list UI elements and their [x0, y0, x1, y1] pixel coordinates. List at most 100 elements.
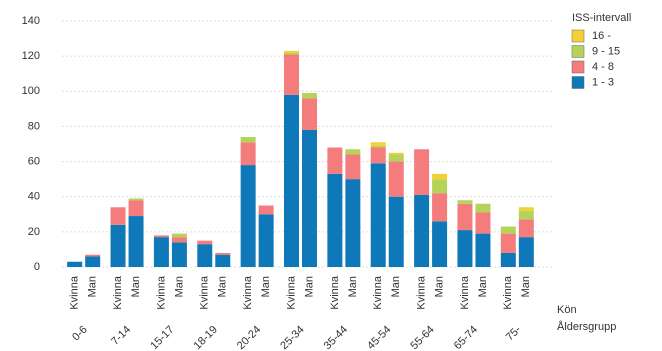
- x-tick-label: Kvinna: [329, 275, 341, 310]
- legend-swatch: [571, 60, 585, 74]
- group-label: 65-74: [452, 324, 480, 351]
- bar-segment: [284, 52, 299, 55]
- bar-segment: [500, 226, 516, 234]
- legend-title: ISS-intervall: [572, 12, 631, 24]
- legend-label: 4 - 8: [592, 61, 614, 73]
- bar-segment: [345, 179, 361, 267]
- bar-segment: [128, 216, 144, 267]
- bar-segment: [128, 200, 144, 217]
- bar-segment: [284, 94, 299, 267]
- bar-segment: [85, 256, 101, 267]
- bar-segment: [284, 54, 299, 95]
- bar-segment: [432, 179, 448, 194]
- bar-segment: [500, 252, 516, 267]
- x-tick-label: Man: [130, 276, 142, 297]
- bar-segment: [432, 173, 448, 180]
- x-tick-label: Man: [303, 276, 315, 297]
- group-label: 75-: [504, 323, 524, 343]
- y-tick-label: 100: [22, 85, 40, 97]
- bar-segment: [67, 261, 83, 267]
- bar-segment: [432, 193, 448, 222]
- bar-segment: [327, 173, 343, 267]
- legend-swatch: [571, 45, 585, 58]
- y-tick-label: 40: [28, 191, 40, 203]
- bar-segment: [370, 147, 386, 164]
- bar-segment: [171, 242, 187, 267]
- bar-segment: [128, 198, 144, 201]
- x-tick-label: Kvinna: [372, 275, 384, 310]
- x-tick-label: Man: [347, 276, 359, 297]
- bar-segment: [370, 163, 386, 267]
- bar-segment: [457, 200, 473, 204]
- bar-segment: [153, 237, 169, 267]
- bar-segment: [197, 244, 213, 267]
- bar-segment: [110, 224, 126, 267]
- bar-segment: [327, 147, 343, 174]
- bar-segment: [432, 221, 448, 267]
- bar-segment: [414, 149, 430, 195]
- bar-segment: [240, 142, 256, 166]
- x-tick-label: Man: [477, 276, 489, 297]
- bar-segment: [215, 254, 231, 267]
- legend-label: 1 - 3: [592, 76, 614, 88]
- group-label: 45-54: [365, 324, 393, 351]
- bar-segment: [302, 93, 317, 99]
- y-tick-label: 0: [34, 261, 40, 273]
- x-tick-label: Kvinna: [155, 275, 167, 310]
- bar-segment: [345, 149, 361, 155]
- bar-segment: [475, 212, 491, 234]
- bar-segment: [153, 235, 169, 238]
- bar-segment: [171, 233, 187, 238]
- x-tick-label: Kvinna: [502, 275, 514, 310]
- bar-segment: [475, 203, 491, 213]
- group-label: 0-6: [70, 324, 90, 344]
- legend-label: 9 - 15: [592, 45, 620, 57]
- bar-segment: [85, 254, 101, 257]
- y-tick-label: 60: [28, 155, 40, 167]
- bar-segment: [197, 240, 213, 245]
- legend-swatch: [571, 76, 585, 89]
- bar-segment: [457, 230, 473, 267]
- group-label: 20-24: [235, 324, 263, 351]
- bar-segment: [518, 207, 534, 211]
- bar-segment: [457, 203, 473, 231]
- x-tick-label: Man: [260, 276, 272, 297]
- bar-segment: [258, 205, 274, 215]
- x-tick-label: Kvinna: [112, 275, 124, 310]
- x-tick-label: Kvinna: [415, 275, 427, 310]
- bar-segment: [414, 194, 430, 267]
- bar-segment: [110, 207, 126, 225]
- bar-segment: [302, 129, 317, 267]
- bar-segment: [171, 237, 187, 243]
- y-tick-label: 80: [28, 120, 40, 132]
- bar-segment: [388, 154, 404, 162]
- bar-segment: [240, 165, 256, 267]
- bar-segment: [258, 214, 274, 267]
- x-tick-label: Kvinna: [199, 275, 211, 310]
- x-axis-label: Åldersgrupp: [557, 320, 616, 333]
- x-tick-label: Man: [390, 276, 402, 297]
- group-label: 15-17: [148, 324, 176, 351]
- x-tick-label: Man: [87, 276, 99, 297]
- bar-segment: [345, 154, 361, 180]
- group-label: 18-19: [192, 324, 220, 351]
- x-tick-label: Kvinna: [242, 275, 254, 310]
- bar-segment: [475, 233, 491, 267]
- bar-segment: [518, 237, 534, 267]
- group-label: 25-34: [278, 324, 306, 351]
- bar-segment: [388, 196, 404, 267]
- group-label: 35-44: [322, 324, 350, 351]
- bar-segment: [518, 210, 534, 220]
- x-tick-label: Man: [173, 276, 185, 297]
- y-tick-label: 140: [22, 15, 40, 27]
- bar-segment: [388, 161, 404, 197]
- bar-segment: [500, 233, 516, 253]
- x-axis-label: Kön: [557, 304, 577, 316]
- x-tick-label: Kvinna: [285, 275, 297, 310]
- bar-segment: [388, 152, 404, 155]
- y-tick-label: 120: [22, 50, 40, 62]
- bar-segment: [302, 98, 317, 130]
- x-tick-label: Man: [520, 276, 532, 297]
- group-label: 7-14: [109, 324, 133, 348]
